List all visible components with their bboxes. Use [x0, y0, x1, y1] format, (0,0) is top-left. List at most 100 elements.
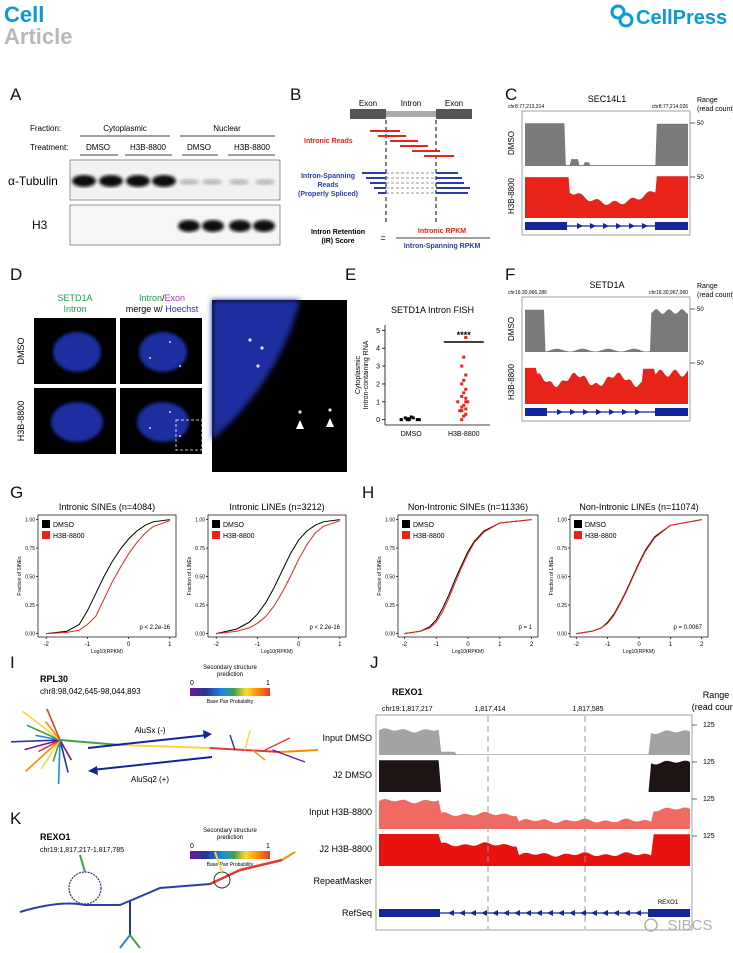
range: Range — [697, 283, 718, 290]
arrow-label: AluSx (-) — [134, 726, 165, 735]
panel-label: E — [345, 265, 356, 284]
band — [72, 175, 96, 187]
legend-tick: 1 — [266, 843, 270, 850]
track-max: 125 — [703, 722, 715, 729]
blot — [69, 204, 281, 246]
annotation: p < 2.2e-16 — [139, 625, 170, 631]
strand-arrow — [558, 910, 564, 916]
y-tick-label: 1 — [376, 399, 380, 406]
chart-title: Non-Intronic SINEs (n=11336) — [408, 502, 528, 512]
legend-title: prediction — [217, 835, 243, 841]
y-tick-label: 3 — [376, 364, 380, 371]
chart-title: Non-Intronic LINEs (n=11074) — [579, 502, 698, 512]
rna-branch — [79, 854, 86, 873]
spot — [256, 364, 260, 368]
track-name: Input DMSO — [322, 733, 372, 743]
point — [460, 394, 464, 398]
y-tick-label: 4 — [376, 346, 380, 353]
x-tick-label: 1 — [498, 642, 502, 648]
panel-label: G — [10, 483, 23, 502]
coordinates: chr19:1,817,217-1,817,785 — [40, 847, 124, 854]
point — [464, 407, 468, 411]
strand-arrow — [514, 910, 520, 916]
article-type: Article — [4, 24, 72, 49]
panel-label: J — [370, 653, 379, 672]
denominator: Intron-Spanning RPKM — [404, 243, 481, 250]
rna-loop — [68, 871, 102, 905]
rna-stem — [279, 749, 319, 753]
title-part: / — [162, 293, 165, 303]
strand-arrow — [624, 910, 630, 916]
track-max: 50 — [697, 121, 704, 127]
range: (read count) — [697, 292, 733, 299]
rna-branch — [40, 739, 61, 770]
rna-branch — [24, 739, 61, 751]
strand-arrow — [590, 223, 596, 229]
gene-name: RPL30 — [40, 674, 68, 684]
y-tick-label: 0.00 — [557, 632, 567, 638]
y-tick-label: 1.00 — [25, 518, 35, 524]
strand-arrow — [577, 223, 583, 229]
point — [464, 400, 468, 404]
y-tick-label: 0.25 — [557, 603, 567, 609]
point — [462, 414, 466, 418]
cdf-line — [576, 519, 702, 635]
strand-arrow — [470, 910, 476, 916]
x-axis-label: Log10(RPKM) — [261, 649, 293, 655]
rna-branch — [46, 708, 61, 741]
coord: 1,817,414 — [474, 706, 505, 713]
x-tick-label: 2 — [700, 642, 704, 648]
coord: 1,817,585 — [572, 706, 603, 713]
column-title: Intron — [63, 304, 86, 314]
watermark: SIBCS — [667, 917, 712, 934]
legend-label: DMSO — [585, 522, 607, 529]
coverage — [379, 760, 690, 792]
y-tick-label: 0.25 — [25, 603, 35, 609]
title-part: Exon — [165, 293, 186, 303]
x-tick-label: 0 — [637, 642, 641, 648]
coord: chr8:77,213,314 — [508, 104, 544, 110]
y-tick-label: 0.00 — [195, 632, 205, 638]
legend-label: DMSO — [223, 522, 245, 529]
coord: chr8:77,214,026 — [652, 104, 688, 110]
point — [460, 364, 464, 368]
strand-arrow — [547, 910, 553, 916]
legend-caption: Base Pair Probability — [207, 862, 254, 868]
track-max: 125 — [703, 759, 715, 766]
zoom-box — [175, 419, 203, 451]
cdf-line — [404, 519, 532, 635]
panel-label: H — [362, 483, 374, 502]
legend-label: H3B-8800 — [223, 533, 255, 540]
legend-gradient — [190, 851, 270, 859]
logo-icon — [610, 4, 626, 20]
chart-title: Intronic LINEs (n=3212) — [229, 502, 324, 512]
point — [456, 400, 460, 404]
strand-arrow — [459, 910, 465, 916]
strand-arrow — [525, 910, 531, 916]
rna-branch — [252, 749, 266, 761]
fraction: Nuclear — [213, 124, 241, 133]
y-tick-label: 0.50 — [195, 575, 205, 581]
plot-frame — [207, 514, 347, 638]
score-label: (IR) Score — [321, 238, 354, 245]
x-tick-label: 0 — [466, 642, 470, 648]
coverage — [525, 176, 688, 218]
legend-caption: Base Pair Probability — [207, 699, 254, 705]
coord: chr16:30,967,060 — [649, 290, 688, 296]
track-name: Input H3B-8800 — [309, 807, 372, 817]
x-tick-label: -1 — [605, 642, 611, 648]
legend-swatch — [574, 520, 582, 528]
spot — [149, 427, 151, 429]
point — [460, 405, 464, 409]
x-tick-label: 1 — [338, 642, 342, 648]
strand-arrow — [591, 910, 597, 916]
x-axis-label: Log10(RPKM) — [452, 649, 484, 655]
point — [407, 417, 411, 421]
strand-arrow — [603, 223, 609, 229]
track-frame — [521, 296, 691, 422]
band — [253, 220, 275, 232]
coverage — [525, 309, 688, 352]
chart-title: Intronic SINEs (n=4084) — [59, 502, 155, 512]
gene-title: SETD1A — [589, 280, 624, 290]
numerator: Intronic RPKM — [418, 228, 466, 235]
